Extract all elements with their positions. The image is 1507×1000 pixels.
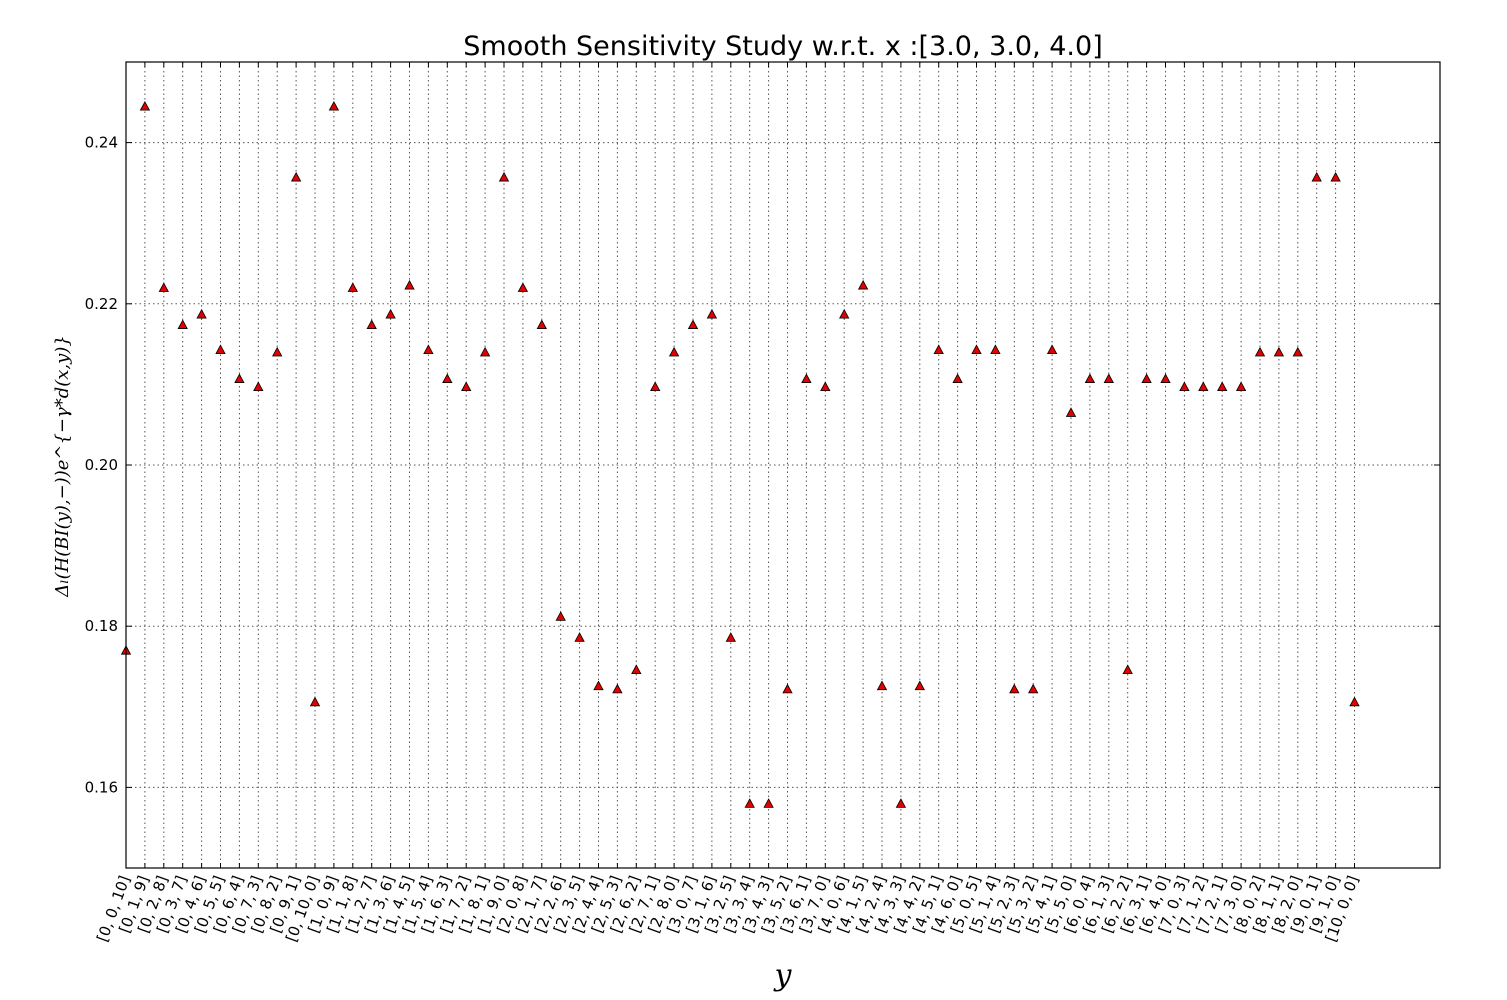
data-point [290,171,302,182]
data-point [971,344,982,354]
data-point [536,319,547,329]
data-point [782,683,793,694]
data-point [1198,381,1209,392]
data-point [555,611,566,621]
data-point [687,319,699,329]
data-point [1217,381,1228,392]
data-point [442,373,453,383]
data-point [1179,381,1190,392]
data-points [120,100,1360,808]
data-point [763,798,774,808]
chart-title: Smooth Sensitivity Study w.r.t. x :[3.0,… [463,31,1102,62]
data-point [1311,171,1322,182]
grid-lines [125,62,1440,868]
data-point [612,683,623,694]
data-point [839,308,850,319]
data-point [725,632,736,642]
data-point [1009,683,1020,694]
data-point [1160,373,1171,383]
data-point [309,696,321,707]
data-point [461,381,472,392]
data-point [253,381,264,392]
data-point [744,798,755,808]
data-point [177,319,188,329]
data-point [1254,346,1266,357]
data-point [574,632,585,642]
data-point [1122,664,1133,674]
data-point [1065,407,1077,417]
data-point [990,344,1001,354]
data-point [479,346,491,357]
y-tick-label: 0.16 [85,778,118,796]
y-tick-label: 0.18 [85,617,118,635]
data-point [498,171,510,182]
y-tick-label: 0.24 [85,134,118,152]
data-point [1273,346,1285,357]
data-point [1103,373,1114,383]
data-point [234,373,245,383]
data-point [895,798,907,808]
data-point [1084,373,1096,383]
data-point [1349,696,1360,707]
data-point [517,282,529,292]
y-tick-label: 0.22 [85,295,118,313]
data-point [933,344,944,354]
data-point [423,344,434,354]
data-point [366,319,377,329]
data-point [1141,373,1152,383]
data-point [1292,346,1303,357]
data-point [668,346,680,357]
data-point [1046,344,1058,354]
data-point [404,279,415,290]
data-point [385,308,396,319]
data-point [706,308,718,319]
data-point [857,279,869,290]
data-point [876,680,888,691]
data-point [347,282,358,292]
data-point [914,680,925,691]
data-point [631,664,642,674]
data-point [1330,171,1341,182]
data-point [139,100,151,111]
y-axis-label: Δₗ(H(BI(y),−))e^{−γ*d(x,y)} [52,335,73,598]
data-point [272,346,283,357]
data-point [593,680,604,691]
data-point [650,381,661,392]
data-point [215,344,226,354]
x-axis-ticks: [0, 0, 10][0, 1, 9][0, 2, 8][0, 3, 7][0,… [93,62,1362,944]
y-axis-ticks: 0.16 0.18 0.20 0.22 0.24 [85,134,1440,796]
data-point [952,373,963,383]
data-point [196,308,207,319]
data-point [1028,683,1039,694]
data-point [820,381,831,392]
x-axis-label: y [773,958,793,993]
data-point [1235,381,1247,392]
y-tick-label: 0.20 [85,456,118,474]
data-point [801,373,812,383]
data-point [158,282,169,292]
data-point [328,100,340,111]
